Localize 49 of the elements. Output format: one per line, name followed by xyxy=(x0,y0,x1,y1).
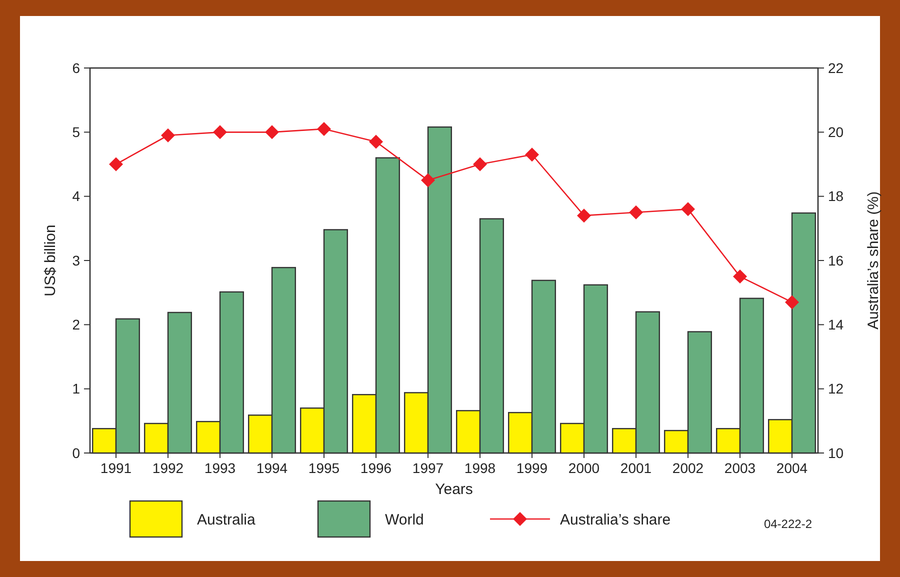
x-tick-label: 1997 xyxy=(412,460,444,476)
x-tick-label: 1992 xyxy=(152,460,184,476)
y-tick-label: 4 xyxy=(72,188,80,204)
point xyxy=(577,208,591,223)
y2-tick-label: 18 xyxy=(828,188,844,204)
point xyxy=(317,122,331,136)
point xyxy=(681,202,695,216)
x-tick-label: 2003 xyxy=(724,460,756,476)
x-tick-label: 1991 xyxy=(100,460,132,476)
x-tick-label: 1994 xyxy=(256,460,288,476)
y-tick-label: 0 xyxy=(72,444,80,461)
legend-label: Australia’s share xyxy=(560,511,671,528)
point xyxy=(369,134,383,149)
y-tick-label: 3 xyxy=(72,252,80,268)
y-tick-label: 5 xyxy=(72,124,80,140)
y2-tick-label: 22 xyxy=(828,60,844,76)
x-tick-label: 1996 xyxy=(360,460,392,476)
point xyxy=(213,125,227,140)
point xyxy=(109,157,123,172)
point xyxy=(473,157,487,172)
x-tick-label: 2002 xyxy=(672,460,704,476)
y2-tick-label: 12 xyxy=(828,380,844,397)
x-tick-label: 2000 xyxy=(568,460,600,476)
y-tick-label: 2 xyxy=(72,316,80,333)
x-tick-label: 2004 xyxy=(776,460,808,476)
x-axis-title: Years xyxy=(435,481,473,498)
y2-tick-label: 14 xyxy=(828,316,844,333)
point xyxy=(785,295,799,310)
y2-tick-label: 20 xyxy=(828,124,844,140)
x-tick-label: 1998 xyxy=(464,460,496,476)
y-tick-label: 6 xyxy=(72,60,80,76)
point xyxy=(421,173,435,188)
legend-label: Australia xyxy=(197,511,256,528)
x-tick-label: 1995 xyxy=(308,460,340,476)
point xyxy=(733,270,747,284)
y-tick-label: 1 xyxy=(72,380,80,397)
x-tick-label: 1993 xyxy=(204,460,236,476)
point xyxy=(629,205,643,220)
point xyxy=(265,125,279,140)
y2-tick-label: 10 xyxy=(828,444,844,461)
text: 04-222-2 xyxy=(764,517,812,531)
x-tick-label: 1999 xyxy=(516,460,548,476)
point xyxy=(525,148,539,162)
y2-axis-title: Australia’s share (%) xyxy=(865,191,882,330)
y2-tick-label: 16 xyxy=(828,252,844,268)
x-tick-label: 2001 xyxy=(620,460,652,476)
y-axis-title: US$ billion xyxy=(42,224,59,296)
point xyxy=(161,128,175,142)
legend-label: World xyxy=(385,511,424,528)
